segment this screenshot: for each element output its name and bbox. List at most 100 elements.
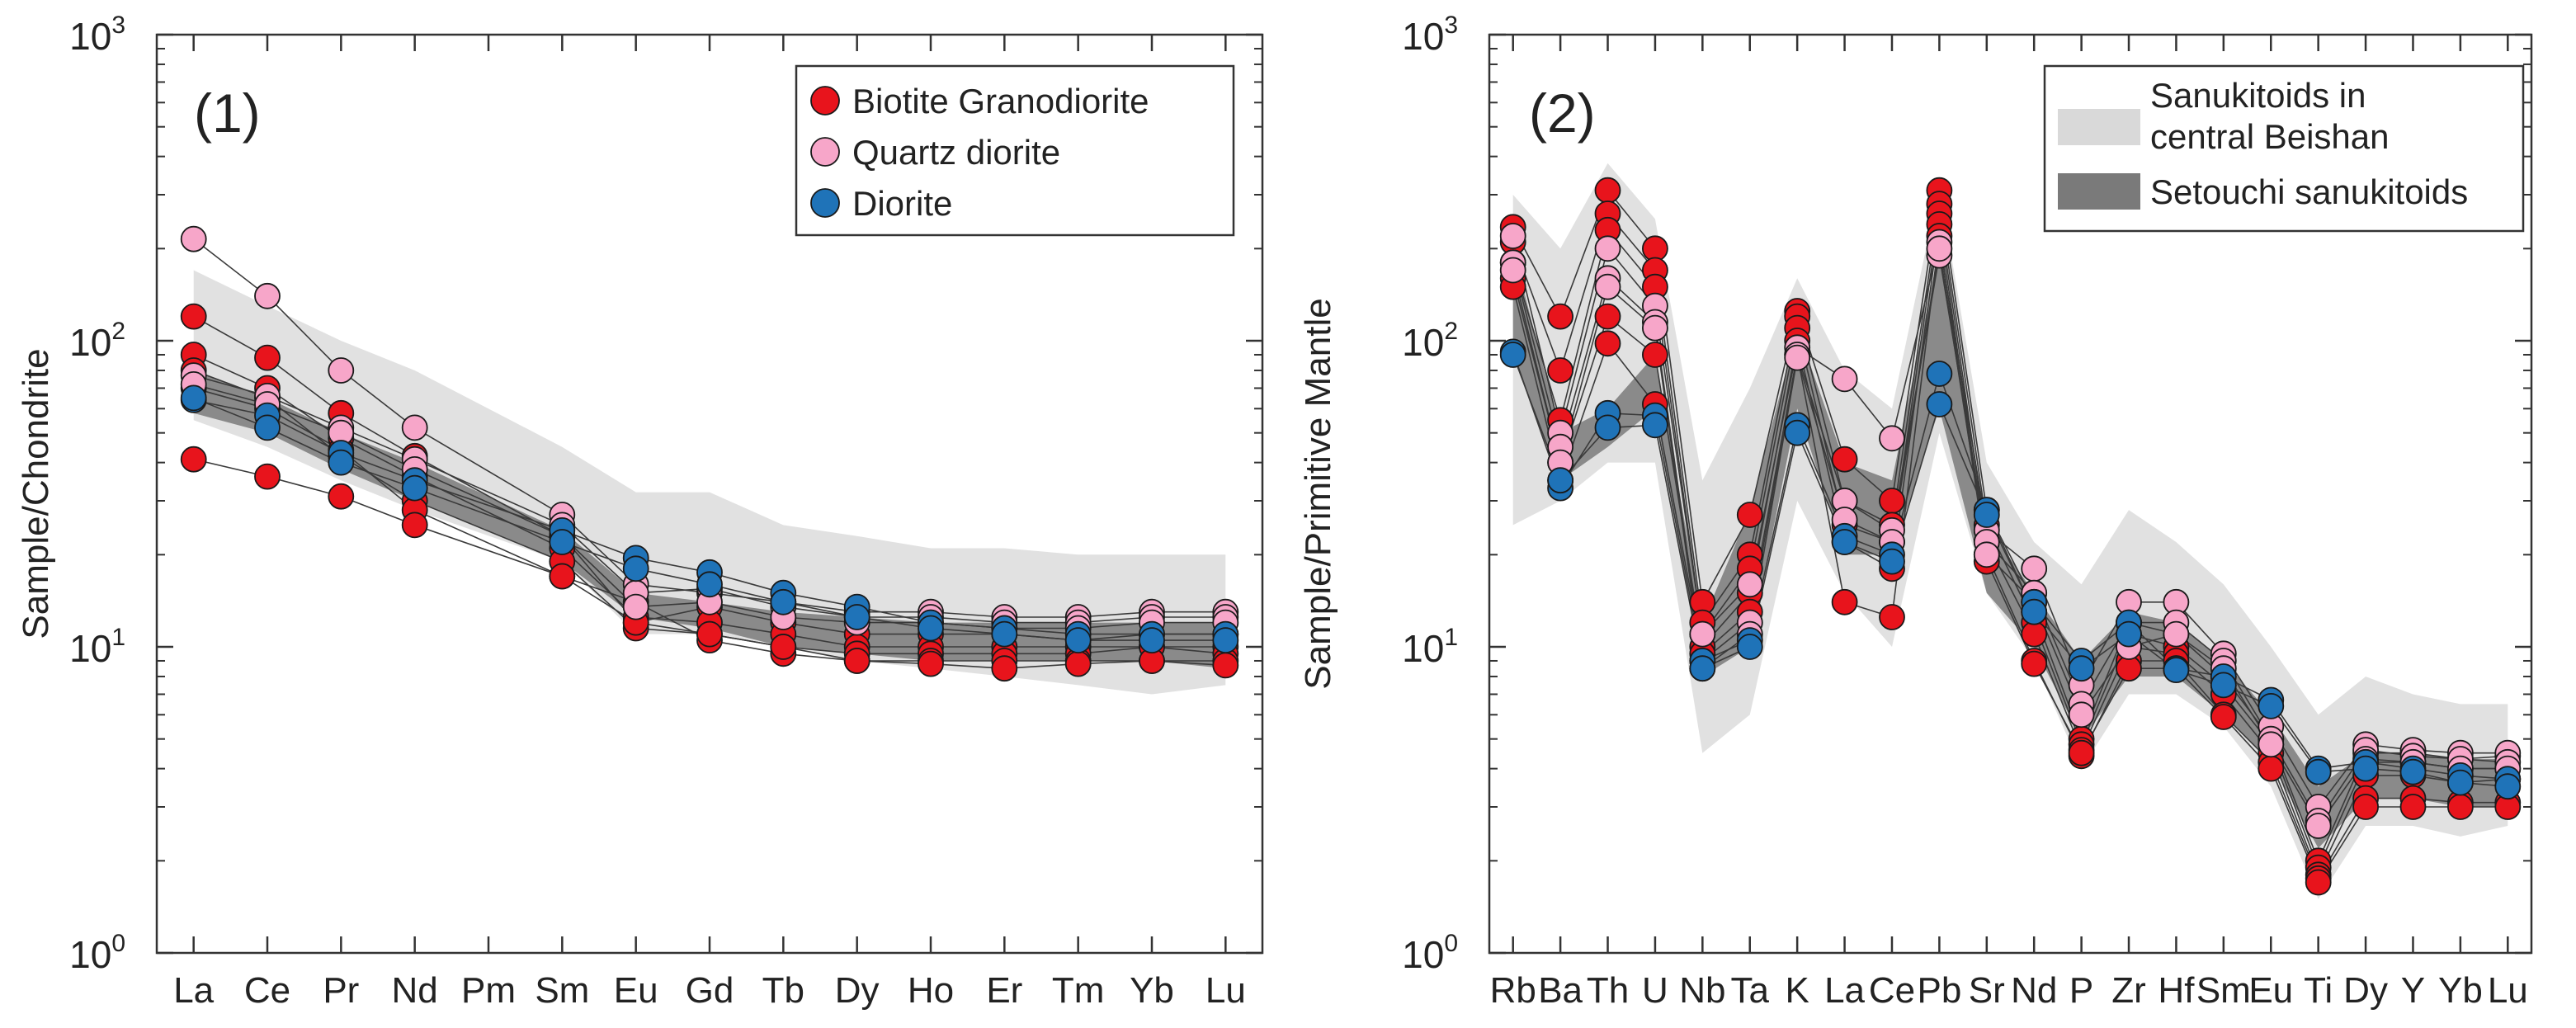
data-point	[1831, 529, 1858, 555]
data-point	[1547, 467, 1573, 494]
data-point	[1594, 235, 1621, 262]
data-point	[180, 446, 207, 473]
x-tick-label: Nd	[392, 970, 438, 1011]
data-point	[1642, 342, 1668, 368]
x-tick-label: Eu	[2248, 970, 2293, 1011]
data-point	[1736, 571, 1763, 598]
data-point	[2258, 755, 2285, 782]
data-point	[2068, 739, 2095, 766]
data-point	[1594, 330, 1621, 357]
data-point	[328, 483, 355, 510]
series-line	[1512, 235, 2508, 809]
data-point	[2399, 758, 2427, 785]
series-line	[1512, 255, 2508, 823]
data-point	[1642, 314, 1668, 342]
data-point	[1926, 361, 1953, 387]
x-tick-label: Hf	[2158, 970, 2195, 1011]
y-tick-label: 100	[1402, 930, 1458, 976]
plot-frame	[1488, 33, 2533, 955]
data-point	[1499, 223, 1526, 249]
data-point	[401, 474, 428, 502]
data-point	[2494, 773, 2522, 800]
x-tick-label: Yb	[2438, 970, 2483, 1011]
data-point	[549, 529, 576, 555]
data-point	[549, 563, 576, 590]
legend-label: Biotite Granodiorite	[852, 82, 1149, 120]
data-point	[1547, 357, 1573, 384]
data-point	[1736, 634, 1763, 660]
data-point	[1831, 365, 1858, 393]
legend-swatch	[2058, 173, 2140, 210]
series-line	[1512, 235, 2508, 884]
x-tick-label: Ho	[908, 970, 954, 1011]
x-tick-label: P	[2069, 970, 2093, 1011]
data-point	[1499, 257, 1526, 284]
data-point	[254, 282, 281, 309]
x-tick-label: Ce	[244, 970, 290, 1011]
legend-label: central Beishan	[2150, 117, 2390, 156]
data-point	[1926, 391, 1953, 417]
data-point	[328, 357, 355, 384]
data-point	[1594, 303, 1621, 330]
data-point	[254, 463, 281, 490]
data-point	[254, 344, 281, 371]
panel-label: (2)	[1529, 83, 1596, 144]
y-tick-label: 101	[1402, 624, 1458, 670]
data-point	[622, 555, 649, 582]
x-tick-label: U	[1642, 970, 1668, 1011]
legend: Biotite Granodiorite Quartz diorite Diorit…	[795, 64, 1235, 237]
y-tick-label: 102	[69, 318, 125, 364]
x-tick-label: Lu	[2488, 970, 2528, 1011]
x-tick-label: Y	[2401, 970, 2425, 1011]
x-tick-label: Dy	[2343, 970, 2388, 1011]
legend-label: Diorite	[852, 184, 952, 223]
x-tick-label: Nd	[2011, 970, 2057, 1011]
y-axis-label: Sample/Primitive Mantle	[1298, 298, 1338, 689]
legend-label: Quartz diorite	[852, 133, 1060, 172]
data-point	[180, 303, 207, 330]
data-point	[2021, 598, 2048, 625]
x-tick-label: Ta	[1731, 970, 1770, 1011]
y-axis-label: Sample/Chondrite	[16, 348, 56, 639]
data-point	[991, 620, 1018, 648]
data-point	[1784, 419, 1811, 446]
x-tick-label: Zr	[2111, 970, 2146, 1011]
data-point	[2163, 620, 2190, 648]
series-line	[1512, 354, 2508, 787]
data-point	[2021, 555, 2048, 582]
y-tick-label: 102	[1402, 318, 1458, 364]
x-tick-label: Pr	[323, 970, 359, 1011]
x-tick-label: Er	[986, 970, 1022, 1011]
data-point	[2446, 794, 2474, 820]
data-point	[1879, 425, 1905, 452]
series-line	[1512, 203, 2508, 870]
data-point	[2305, 758, 2332, 785]
y-tick-label: 103	[1402, 12, 1458, 58]
data-point	[1064, 650, 1092, 677]
data-point	[2163, 657, 2190, 683]
data-point	[696, 571, 723, 598]
x-tick-label: Rb	[1490, 970, 1536, 1011]
x-tick-label: Ba	[1538, 970, 1583, 1011]
x-tick-label: Gd	[686, 970, 734, 1011]
data-point	[918, 650, 944, 677]
legend-label: Sanukitoids in	[2150, 76, 2366, 115]
x-tick-label: Eu	[614, 970, 658, 1011]
data-point	[2021, 620, 2048, 648]
series-line	[1512, 248, 2508, 828]
data-point	[2258, 731, 2285, 758]
data-point	[1212, 652, 1239, 679]
data-point	[1784, 344, 1811, 371]
data-point	[254, 414, 281, 441]
data-point	[1594, 273, 1621, 300]
data-point	[1139, 627, 1165, 653]
series-line	[1512, 189, 2508, 863]
data-point	[918, 615, 944, 642]
legend-marker	[810, 137, 840, 167]
data-point	[1831, 446, 1858, 473]
x-tick-label: Nb	[1679, 970, 1725, 1011]
